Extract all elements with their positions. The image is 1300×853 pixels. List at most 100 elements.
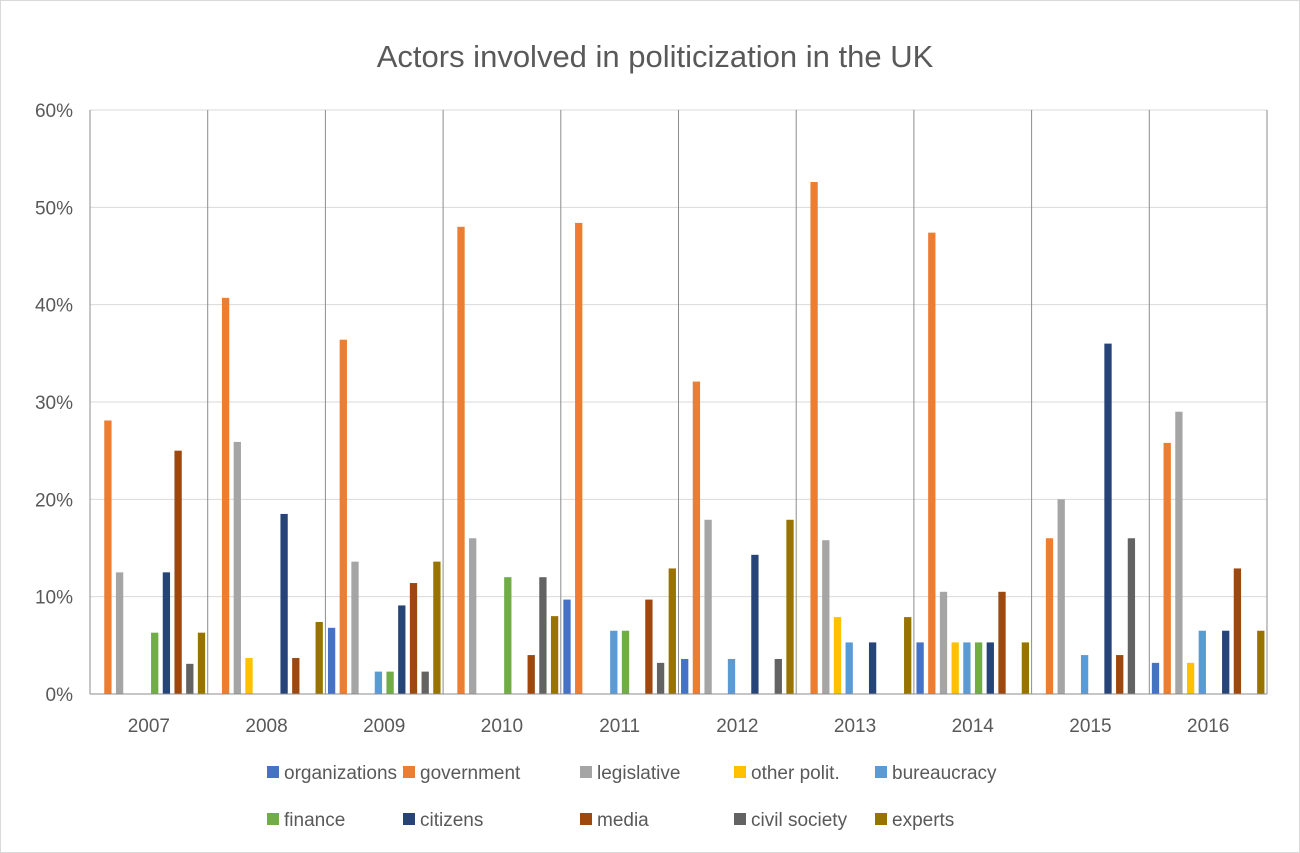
- bars: [104, 182, 1265, 695]
- x-axis-tick-labels: 2007 2008 2009 2010 2011 2012 2013 2014 2015 2016: [128, 716, 1230, 737]
- bar: [951, 642, 959, 694]
- legend-swatch: [403, 766, 415, 778]
- y-tick-label: 40%: [35, 296, 73, 317]
- chart-title: Actors involved in politicization in the…: [377, 39, 934, 74]
- y-tick-label: 0%: [46, 685, 74, 706]
- x-tick-label: 2009: [363, 716, 405, 737]
- legend-label: citizens: [420, 810, 483, 831]
- legend-item: bureaucracy: [875, 763, 997, 784]
- bar: [621, 630, 630, 694]
- bar: [751, 554, 759, 694]
- legend-label: finance: [284, 810, 345, 831]
- bar: [563, 599, 571, 694]
- legend-label: government: [420, 763, 521, 784]
- bar: [692, 381, 701, 694]
- bar: [115, 572, 124, 694]
- legend-item: experts: [875, 810, 954, 831]
- bar: [1233, 568, 1242, 694]
- legend-swatch: [734, 766, 746, 778]
- bar: [1186, 662, 1195, 694]
- legend-label: other polit.: [751, 763, 840, 784]
- bar: [280, 513, 288, 694]
- legend-item: legislative: [580, 763, 680, 784]
- bar: [1127, 538, 1136, 694]
- bar: [233, 441, 241, 694]
- bar: [421, 671, 429, 694]
- bar: [327, 627, 336, 694]
- bar: [174, 450, 182, 694]
- bar: [504, 577, 512, 694]
- bar: [822, 540, 830, 694]
- x-tick-label: 2013: [834, 716, 876, 737]
- x-tick-label: 2007: [128, 716, 170, 737]
- bar: [409, 583, 418, 694]
- bar: [645, 599, 653, 694]
- bar: [656, 662, 665, 694]
- bar: [292, 657, 300, 694]
- x-tick-label: 2008: [245, 716, 287, 737]
- bar: [668, 568, 676, 694]
- bar: [1198, 630, 1206, 694]
- bar: [1175, 411, 1183, 694]
- bar: [868, 642, 877, 694]
- bar: [1151, 662, 1160, 694]
- legend-item: media: [580, 810, 649, 831]
- legend-swatch: [580, 813, 592, 825]
- x-tick-label: 2012: [716, 716, 758, 737]
- bar: [104, 420, 112, 694]
- bar: [1045, 538, 1054, 694]
- bar: [1080, 655, 1089, 694]
- y-tick-label: 20%: [35, 490, 73, 511]
- bar: [845, 642, 853, 694]
- y-axis-tick-labels: 0% 10% 20% 30% 40% 50% 60%: [35, 101, 73, 706]
- bar: [1163, 442, 1171, 694]
- bar: [610, 630, 618, 694]
- bar: [386, 671, 394, 694]
- legend-label: organizations: [284, 763, 397, 784]
- bar: [315, 621, 323, 694]
- legend-label: bureaucracy: [892, 763, 997, 784]
- bar: [1104, 343, 1112, 694]
- x-tick-label: 2010: [481, 716, 523, 737]
- bar: [1021, 642, 1030, 694]
- legend: organizations government legislative other …: [267, 763, 997, 831]
- legend-label: media: [597, 810, 649, 831]
- y-tick-label: 50%: [35, 198, 73, 219]
- legend-item: organizations: [267, 763, 397, 784]
- bar: [351, 561, 359, 694]
- bar: [162, 572, 171, 694]
- bar: [904, 617, 912, 694]
- bar: [433, 561, 441, 694]
- legend-swatch: [875, 813, 887, 825]
- x-tick-label: 2011: [599, 716, 640, 737]
- bar: [197, 632, 206, 694]
- legend-item: other polit.: [734, 763, 840, 784]
- category-separators: [89, 110, 1268, 694]
- bar: [1057, 499, 1065, 694]
- bar: [939, 591, 948, 694]
- bar: [539, 577, 547, 694]
- x-tick-label: 2015: [1069, 716, 1111, 737]
- y-tick-label: 60%: [35, 101, 73, 122]
- legend-swatch: [580, 766, 592, 778]
- bar: [339, 339, 347, 694]
- bar: [151, 632, 159, 694]
- legend-item: citizens: [403, 810, 483, 831]
- bar: [774, 658, 782, 694]
- legend-item: government: [403, 763, 521, 784]
- bar: [681, 658, 689, 694]
- bar: [374, 671, 383, 694]
- bar: [1222, 630, 1230, 694]
- legend-swatch: [267, 813, 279, 825]
- legend-label: experts: [892, 810, 954, 831]
- bar: [810, 182, 818, 694]
- bar: [727, 658, 736, 694]
- bar: [1257, 630, 1265, 694]
- bar: [928, 232, 936, 694]
- bar: [469, 538, 477, 694]
- bar: [704, 519, 712, 694]
- bar: [833, 617, 842, 694]
- legend-item: finance: [267, 810, 345, 831]
